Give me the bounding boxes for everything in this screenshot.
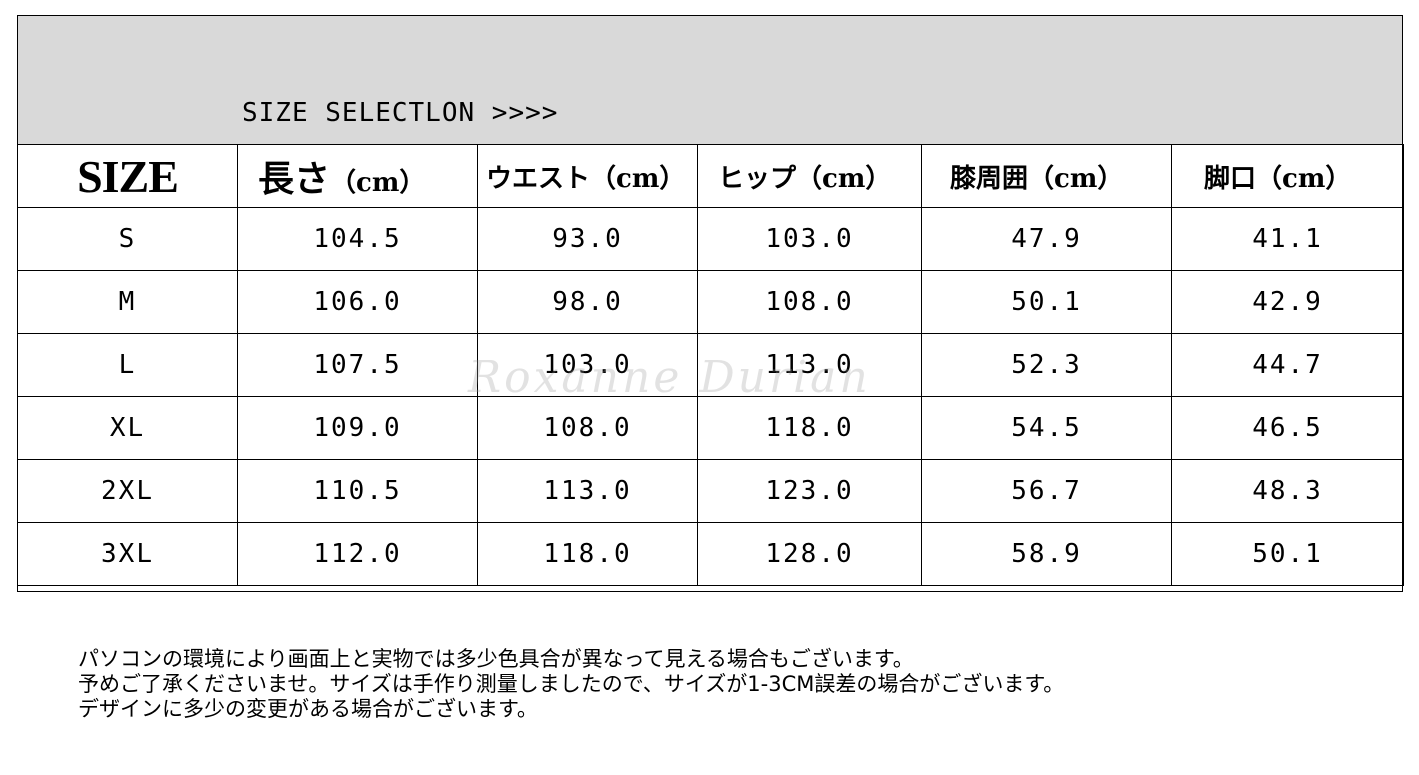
cell-length: 109.0 (237, 396, 478, 460)
cell-length: 107.5 (237, 333, 478, 397)
cell-hip: 118.0 (697, 396, 922, 460)
cell-knee: 47.9 (921, 207, 1172, 271)
note-line: パソコンの環境により画面上と実物では多少色具合が異なって見える場合もございます。 (78, 647, 914, 671)
cell-hip: 108.0 (697, 270, 922, 334)
header-label: 長さ (258, 158, 331, 200)
cell-size: S (17, 207, 238, 271)
cell-waist: 108.0 (477, 396, 698, 460)
cell-hem: 44.7 (1171, 333, 1404, 397)
table-row: 2XL 110.5 113.0 123.0 56.7 48.3 (17, 459, 1404, 523)
header-unit: （cm） (330, 168, 426, 198)
cell-waist: 113.0 (477, 459, 698, 523)
header-label: ウエスト (486, 163, 591, 194)
cell-length: 110.5 (237, 459, 478, 523)
cell-hip: 113.0 (697, 333, 922, 397)
table-row: L 107.5 103.0 113.0 52.3 44.7 (17, 333, 1404, 397)
cell-waist: 103.0 (477, 333, 698, 397)
cell-size: 3XL (17, 522, 238, 586)
cell-hip: 128.0 (697, 522, 922, 586)
size-chart: SIZE SELECTLON >>>> SIZE 長さ（cm） ウエスト（cm）… (17, 15, 1404, 592)
header-hip: ヒップ（cm） (697, 144, 922, 208)
cell-knee: 52.3 (921, 333, 1172, 397)
header-label: SIZE (77, 150, 179, 202)
header-label: 膝周囲 (950, 163, 1029, 194)
table-row: XL 109.0 108.0 118.0 54.5 46.5 (17, 396, 1404, 460)
header-label: 脚口 (1204, 163, 1257, 194)
header-length: 長さ（cm） (237, 144, 478, 208)
cell-hem: 46.5 (1171, 396, 1404, 460)
header-waist: ウエスト（cm） (477, 144, 698, 208)
cell-waist: 93.0 (477, 207, 698, 271)
cell-waist: 98.0 (477, 270, 698, 334)
cell-size: XL (17, 396, 238, 460)
cell-knee: 58.9 (921, 522, 1172, 586)
header-knee: 膝周囲（cm） (921, 144, 1172, 208)
cell-size: 2XL (17, 459, 238, 523)
header-unit: （cm） (796, 163, 892, 194)
cell-knee: 50.1 (921, 270, 1172, 334)
cell-hem: 50.1 (1171, 522, 1404, 586)
size-banner: SIZE SELECTLON >>>> (18, 16, 1402, 145)
cell-hip: 123.0 (697, 459, 922, 523)
size-selection-title: SIZE SELECTLON >>>> (242, 98, 559, 128)
header-hem: 脚口（cm） (1171, 144, 1404, 208)
table-row: 3XL 112.0 118.0 128.0 58.9 50.1 (17, 522, 1404, 586)
cell-hip: 103.0 (697, 207, 922, 271)
header-unit: （cm） (1028, 163, 1124, 194)
size-table: SIZE 長さ（cm） ウエスト（cm） ヒップ（cm） 膝周囲（cm） 脚口（… (17, 144, 1404, 586)
table-row: S 104.5 93.0 103.0 47.9 41.1 (17, 207, 1404, 271)
table-header-row: SIZE 長さ（cm） ウエスト（cm） ヒップ（cm） 膝周囲（cm） 脚口（… (17, 144, 1404, 208)
cell-length: 104.5 (237, 207, 478, 271)
header-label: ヒップ (718, 163, 797, 194)
header-size: SIZE (17, 144, 238, 208)
cell-length: 112.0 (237, 522, 478, 586)
cell-hem: 41.1 (1171, 207, 1404, 271)
table-row: M 106.0 98.0 108.0 50.1 42.9 (17, 270, 1404, 334)
cell-knee: 54.5 (921, 396, 1172, 460)
cell-hem: 48.3 (1171, 459, 1404, 523)
cell-knee: 56.7 (921, 459, 1172, 523)
cell-size: L (17, 333, 238, 397)
note-line: 予めご了承くださいませ。サイズは手作り測量しましたので、サイズが1-3CM誤差の… (78, 672, 1065, 696)
header-unit: （cm） (1256, 163, 1352, 194)
header-unit: （cm） (590, 163, 686, 194)
cell-hem: 42.9 (1171, 270, 1404, 334)
disclaimer-notes: パソコンの環境により画面上と実物では多少色具合が異なって見える場合もございます。… (78, 647, 1064, 722)
note-line: デザインに多少の変更がある場合がございます。 (78, 697, 538, 721)
cell-size: M (17, 270, 238, 334)
cell-waist: 118.0 (477, 522, 698, 586)
cell-length: 106.0 (237, 270, 478, 334)
